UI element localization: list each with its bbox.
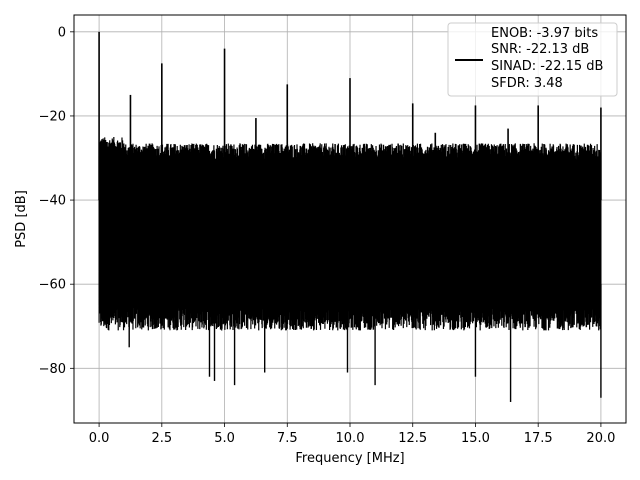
y-axis-label: PSD [dB] <box>14 190 29 248</box>
legend-entry-sinad: SINAD: -22.15 dB <box>491 59 603 74</box>
legend: ENOB: -3.97 bits SNR: -22.13 dB SINAD: -… <box>447 22 618 97</box>
x-tick-label: 15.0 <box>461 431 490 446</box>
legend-entry-enob: ENOB: -3.97 bits <box>491 26 598 41</box>
legend-entry-sfdr: SFDR: 3.48 <box>491 76 563 91</box>
x-tick-label: 7.5 <box>277 431 298 446</box>
x-tick-label: 5.0 <box>214 431 235 446</box>
y-tick-label: −20 <box>39 109 66 124</box>
plot-area <box>98 31 602 402</box>
y-tick-label: −80 <box>39 362 66 377</box>
legend-entry-snr: SNR: -22.13 dB <box>491 42 589 57</box>
x-axis-ticks: 0.0 2.5 5.0 7.5 10.0 12.5 15.0 17.5 20.0 <box>89 423 615 446</box>
x-axis-label: Frequency [MHz] <box>295 451 404 466</box>
psd-series <box>98 31 602 402</box>
y-tick-label: 0 <box>58 25 66 40</box>
psd-noise-trace <box>98 137 602 331</box>
y-tick-label: −40 <box>39 194 66 209</box>
legend-box <box>447 22 618 97</box>
x-tick-label: 2.5 <box>151 431 172 446</box>
y-tick-label: −60 <box>39 278 66 293</box>
y-axis-ticks: 0 −20 −40 −60 −80 <box>39 25 74 377</box>
x-tick-label: 12.5 <box>398 431 427 446</box>
x-tick-label: 17.5 <box>524 431 553 446</box>
x-tick-label: 20.0 <box>586 431 615 446</box>
x-tick-label: 0.0 <box>89 431 110 446</box>
x-tick-label: 10.0 <box>336 431 365 446</box>
